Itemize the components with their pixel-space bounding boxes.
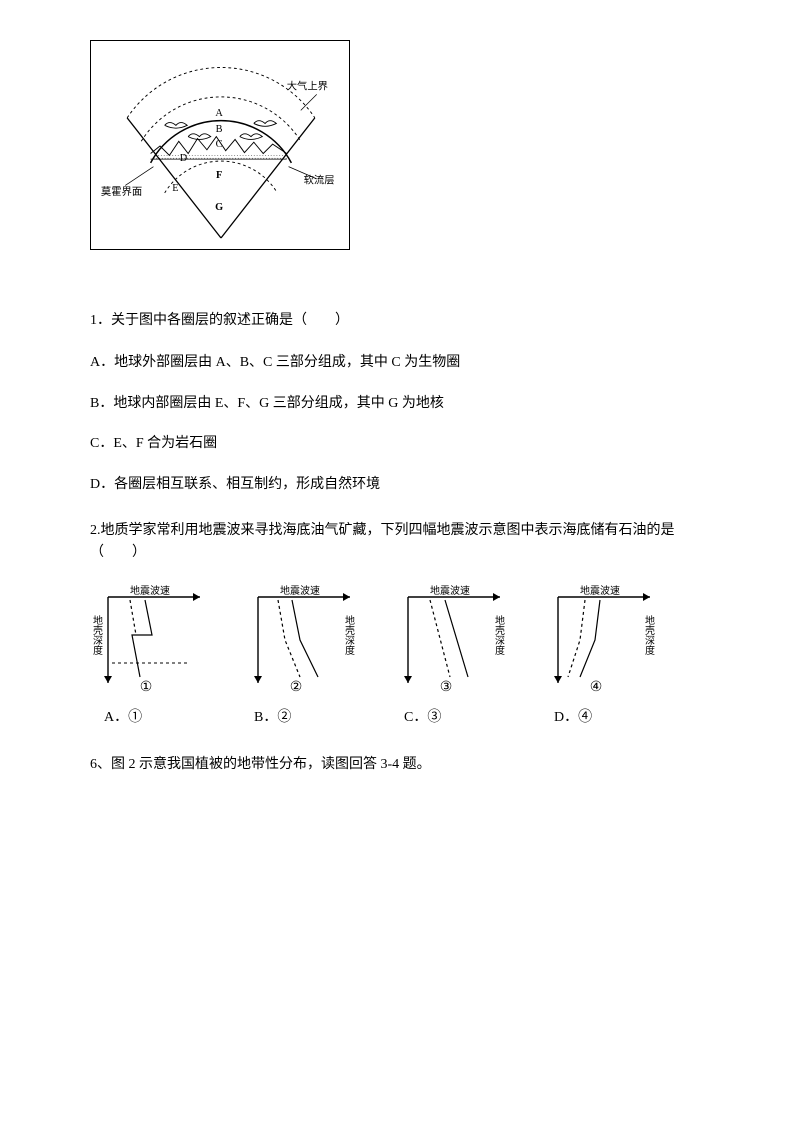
q2-option-c: C．③ <box>390 707 510 729</box>
wave2-xlabel: 地震波速 <box>280 585 320 597</box>
seismic-wave-figures: 地震波速 地壳深度 ① 地震波速 地壳深度 <box>90 585 710 703</box>
q1-option-d: D．各圈层相互联系、相互制约，形成自然环境 <box>90 474 710 496</box>
wave4-circled: ④ <box>590 680 603 695</box>
wave2-ylabel: 地壳深度 <box>343 614 355 656</box>
q2-answer-row: A．① B．② C．③ D．④ <box>90 707 710 729</box>
wave1-circled: ① <box>140 680 153 695</box>
wave-figure-4: 地震波速 地壳深度 ④ <box>540 585 660 703</box>
q2-option-a: A．① <box>90 707 210 729</box>
q1-option-a: A．地球外部圈层由 A、B、C 三部分组成，其中 C 为生物圈 <box>90 352 710 374</box>
label-moho: 莫霍界面 <box>101 186 142 198</box>
q2-option-b: B．② <box>240 707 360 729</box>
q2-option-d: D．④ <box>540 707 660 729</box>
q6-text: 6、图 2 示意我国植被的地带性分布，读图回答 3-4 题。 <box>90 754 710 776</box>
wave-figure-3: 地震波速 地壳深度 ③ <box>390 585 510 703</box>
label-E: E <box>172 183 178 194</box>
label-G: G <box>215 202 223 213</box>
wave4-xlabel: 地震波速 <box>580 585 620 597</box>
label-D: D <box>180 153 188 164</box>
label-A: A <box>215 108 223 119</box>
q1-option-c: C．E、F 合为岩石圈 <box>90 433 710 455</box>
label-C: C <box>216 139 223 150</box>
wave3-xlabel: 地震波速 <box>430 585 470 597</box>
question-6-intro: 6、图 2 示意我国植被的地带性分布，读图回答 3-4 题。 <box>90 754 710 776</box>
wave1-ylabel: 地壳深度 <box>91 614 103 656</box>
q1-option-b: B．地球内部圈层由 E、F、G 三部分组成，其中 G 为地核 <box>90 393 710 415</box>
question-1: 1．关于图中各圈层的叙述正确是（ ） A．地球外部圈层由 A、B、C 三部分组成… <box>90 310 710 496</box>
label-B: B <box>216 124 223 135</box>
wave1-xlabel: 地震波速 <box>130 585 170 597</box>
wave3-circled: ③ <box>440 680 453 695</box>
label-asthenosphere: 软流层 <box>304 174 335 187</box>
wave3-ylabel: 地壳深度 <box>493 614 505 656</box>
wave-figure-1: 地震波速 地壳深度 ① <box>90 585 210 703</box>
q1-stem: 1．关于图中各圈层的叙述正确是（ ） <box>90 310 710 332</box>
label-F: F <box>216 170 222 181</box>
wave2-circled: ② <box>290 680 303 695</box>
question-2: 2.地质学家常利用地震波来寻找海底油气矿藏，下列四幅地震波示意图中表示海底储有石… <box>90 520 710 730</box>
q2-stem: 2.地质学家常利用地震波来寻找海底油气矿藏，下列四幅地震波示意图中表示海底储有石… <box>90 520 710 565</box>
label-atmosphere-top: 大气上界 <box>287 80 328 93</box>
earth-layers-svg: A B C D E F G 大气上界 莫霍界面 软流层 <box>99 49 343 243</box>
wave-figure-2: 地震波速 地壳深度 ② <box>240 585 360 703</box>
wave4-ylabel: 地壳深度 <box>643 614 655 656</box>
earth-layers-figure: A B C D E F G 大气上界 莫霍界面 软流层 <box>90 40 350 250</box>
